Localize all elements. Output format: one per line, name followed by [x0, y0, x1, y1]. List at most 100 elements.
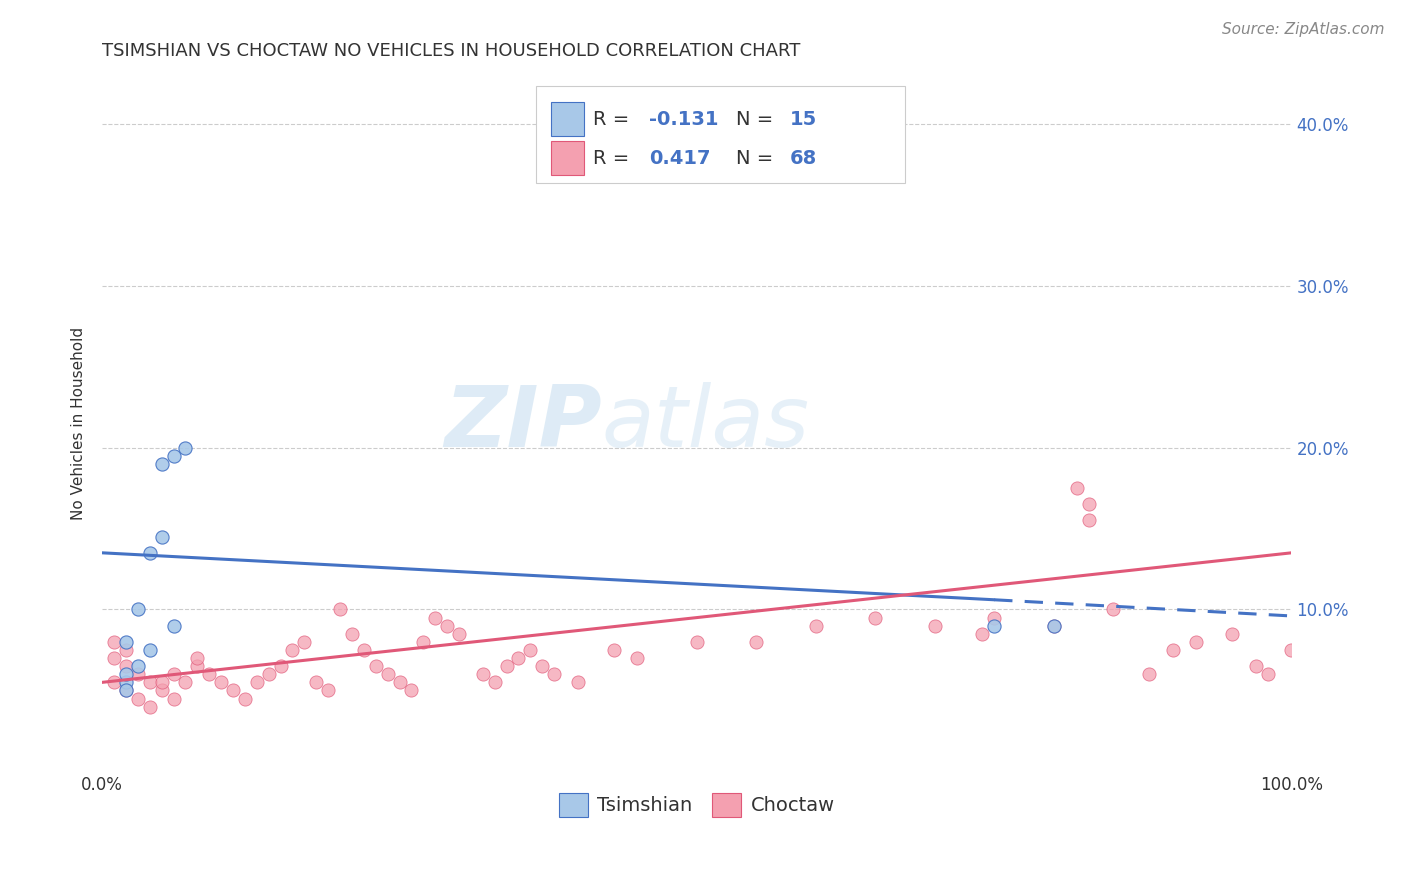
Point: [1042, 618, 1064, 632]
Text: 15: 15: [790, 110, 817, 128]
Point: [1078, 513, 1101, 527]
Point: [186, 659, 208, 673]
Point: [103, 651, 125, 665]
Point: [246, 675, 269, 690]
Point: [686, 635, 709, 649]
Point: [103, 635, 125, 649]
Point: [162, 691, 184, 706]
Point: [150, 457, 173, 471]
Point: [447, 627, 470, 641]
Point: [162, 667, 184, 681]
Point: [316, 683, 339, 698]
Point: [567, 675, 589, 690]
Text: ZIP: ZIP: [444, 382, 602, 465]
Point: [115, 667, 138, 681]
Text: R =: R =: [593, 110, 636, 128]
FancyBboxPatch shape: [551, 141, 583, 175]
Point: [103, 675, 125, 690]
Point: [115, 683, 138, 698]
Point: [270, 659, 292, 673]
Point: [602, 643, 624, 657]
Point: [150, 683, 173, 698]
Point: [162, 449, 184, 463]
Point: [186, 651, 208, 665]
Point: [1042, 618, 1064, 632]
Point: [388, 675, 411, 690]
Point: [174, 441, 197, 455]
Point: [1161, 643, 1184, 657]
Point: [1066, 481, 1088, 495]
Point: [1185, 635, 1208, 649]
Point: [484, 675, 506, 690]
Point: [626, 651, 648, 665]
Point: [281, 643, 304, 657]
Point: [924, 618, 946, 632]
Point: [863, 610, 886, 624]
Point: [115, 643, 138, 657]
Text: TSIMSHIAN VS CHOCTAW NO VEHICLES IN HOUSEHOLD CORRELATION CHART: TSIMSHIAN VS CHOCTAW NO VEHICLES IN HOUS…: [103, 42, 800, 60]
Point: [329, 602, 352, 616]
Text: R =: R =: [593, 149, 636, 168]
Point: [471, 667, 494, 681]
Point: [401, 683, 423, 698]
FancyBboxPatch shape: [536, 86, 905, 183]
Text: N =: N =: [737, 149, 779, 168]
Point: [257, 667, 280, 681]
Point: [222, 683, 245, 698]
Text: Source: ZipAtlas.com: Source: ZipAtlas.com: [1222, 22, 1385, 37]
Point: [127, 667, 149, 681]
Legend: Tsimshian, Choctaw: Tsimshian, Choctaw: [551, 785, 844, 824]
Point: [412, 635, 434, 649]
Point: [127, 659, 149, 673]
Point: [127, 691, 149, 706]
Point: [519, 643, 541, 657]
Point: [139, 699, 162, 714]
Point: [508, 651, 530, 665]
Point: [198, 667, 221, 681]
Point: [745, 635, 768, 649]
Point: [233, 691, 256, 706]
Y-axis label: No Vehicles in Household: No Vehicles in Household: [72, 326, 86, 520]
Point: [340, 627, 363, 641]
Point: [425, 610, 447, 624]
Point: [292, 635, 315, 649]
Point: [305, 675, 328, 690]
Point: [495, 659, 517, 673]
Point: [543, 667, 565, 681]
Point: [1220, 627, 1243, 641]
Point: [1244, 659, 1267, 673]
Point: [436, 618, 458, 632]
Point: [983, 610, 1005, 624]
Point: [139, 675, 162, 690]
Point: [127, 602, 149, 616]
Point: [531, 659, 554, 673]
Point: [377, 667, 399, 681]
Point: [115, 659, 138, 673]
Text: -0.131: -0.131: [650, 110, 718, 128]
Text: N =: N =: [737, 110, 779, 128]
Text: 68: 68: [790, 149, 817, 168]
Text: 0.417: 0.417: [650, 149, 711, 168]
Point: [364, 659, 387, 673]
Point: [139, 546, 162, 560]
Point: [150, 530, 173, 544]
Point: [115, 675, 138, 690]
Point: [174, 675, 197, 690]
Point: [1281, 643, 1303, 657]
Point: [353, 643, 375, 657]
Point: [1078, 497, 1101, 511]
Point: [139, 643, 162, 657]
Point: [1137, 667, 1160, 681]
Point: [150, 675, 173, 690]
Point: [1257, 667, 1279, 681]
Point: [162, 618, 184, 632]
Point: [209, 675, 232, 690]
FancyBboxPatch shape: [551, 103, 583, 136]
Point: [983, 618, 1005, 632]
Point: [804, 618, 827, 632]
Point: [972, 627, 994, 641]
Text: atlas: atlas: [602, 382, 810, 465]
Point: [1102, 602, 1125, 616]
Point: [115, 683, 138, 698]
Point: [115, 635, 138, 649]
